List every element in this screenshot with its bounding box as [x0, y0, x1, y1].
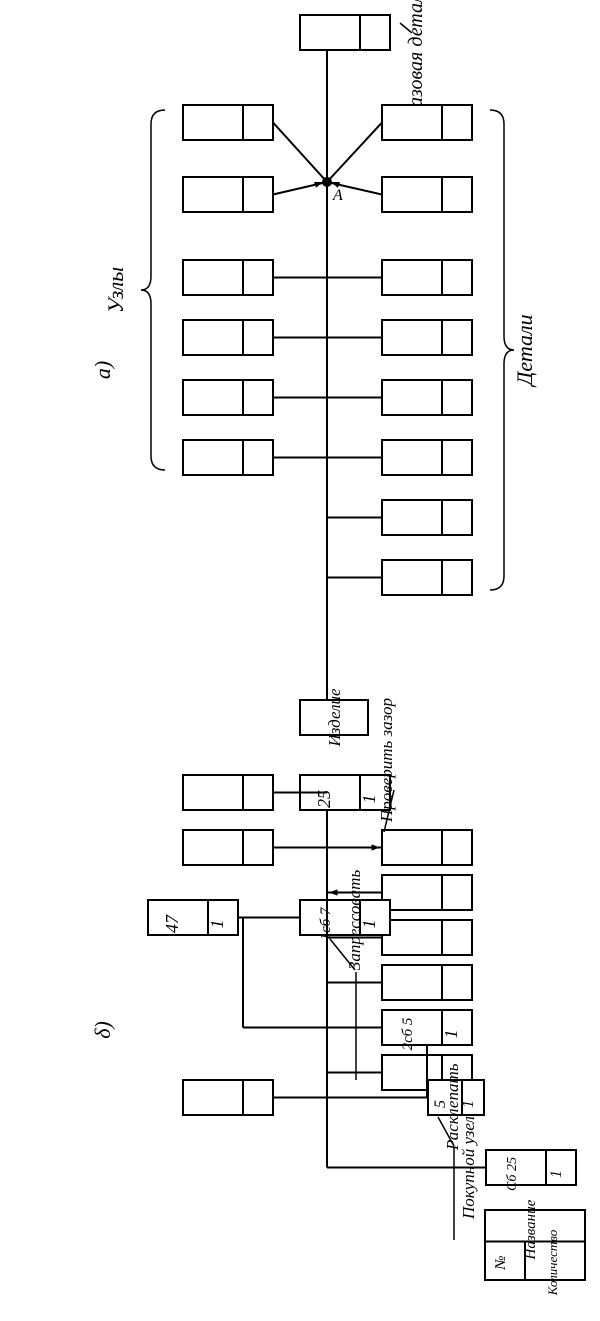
base-part-box [300, 15, 390, 50]
press-label: Запрессовать [345, 870, 364, 970]
b-lefttop-1 [183, 830, 273, 865]
label: 1 [441, 1030, 461, 1039]
left-assy-3 [183, 440, 273, 475]
top-left-box-1 [183, 177, 273, 212]
b-belowmid-0 [183, 1080, 273, 1115]
b-right-0 [382, 830, 472, 865]
label: 47 [162, 914, 182, 933]
label: 1 [548, 1170, 565, 1178]
diagram-svg: Базовая детальАИзделиеДеталиУзлыа)251Про… [0, 0, 600, 1321]
assy-brace-label: Узлы [103, 267, 128, 313]
left-assy-1 [183, 320, 273, 355]
b-midright-box [382, 1010, 472, 1045]
b-right-1 [382, 875, 472, 910]
right-part-0 [382, 260, 472, 295]
right-part-5 [382, 560, 472, 595]
label: 1 [460, 1100, 477, 1108]
legend-qty: Количество [545, 1229, 560, 1296]
right-part-2 [382, 380, 472, 415]
left-assy-0 [183, 260, 273, 295]
parts-brace-label: Детали [512, 314, 537, 387]
top-left-box-0 [183, 105, 273, 140]
label: 1 [207, 920, 227, 929]
legend-no: № [493, 1255, 509, 1270]
right-part-1 [382, 320, 472, 355]
top-right-box-1 [382, 177, 472, 212]
product-label: Изделие [325, 688, 344, 748]
b-right-3 [382, 965, 472, 1000]
top-right-box-0 [382, 105, 472, 140]
label: 2сб 5 [400, 1017, 416, 1050]
label: 1 [359, 795, 379, 804]
legend-name: Название [523, 1199, 539, 1260]
base-part-label: Базовая деталь [405, 0, 427, 120]
purchased-box [486, 1150, 576, 1185]
right-part-3 [382, 440, 472, 475]
check-gap-label: Проверить зазор [377, 698, 396, 823]
junction-a: А [332, 187, 343, 204]
label: Сб 25 [505, 1157, 520, 1191]
figure-b-label: δ) [90, 1021, 115, 1039]
left-assy-2 [183, 380, 273, 415]
b-right-2 [382, 920, 472, 955]
right-part-4 [382, 500, 472, 535]
figure-a-label: а) [90, 361, 115, 379]
b-lefttop-0 [183, 775, 273, 810]
purchased-label: Покупной узел [459, 1116, 478, 1220]
